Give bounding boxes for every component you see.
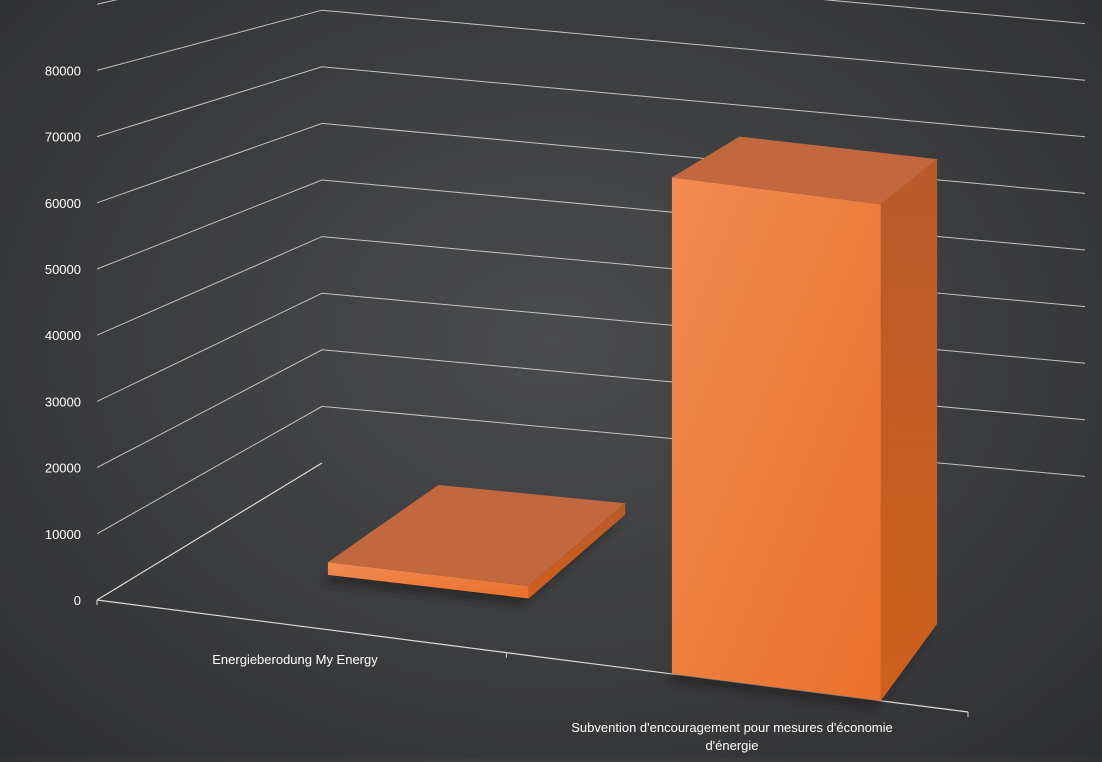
y-tick-label: 10000	[45, 527, 81, 542]
bar-front-face	[327, 562, 529, 599]
y-tick-label: 60000	[45, 196, 81, 211]
gridline	[96, 66, 1086, 138]
bar	[665, 136, 938, 709]
bar	[321, 485, 626, 607]
y-tick-label: 50000	[45, 262, 81, 277]
bar-side-face	[880, 159, 938, 701]
y-tick-label: 80000	[45, 63, 81, 78]
gridline	[96, 9, 1086, 81]
x-category-label: Subvention d'encouragement pour mesures …	[571, 720, 893, 753]
bar-front-face	[671, 177, 881, 701]
y-tick-label: 70000	[45, 130, 81, 145]
y-tick-label: 40000	[45, 328, 81, 343]
gridline	[96, 0, 1086, 25]
x-category-label: Energieberodung My Energy	[212, 652, 378, 667]
y-tick-label: 20000	[45, 461, 81, 476]
bar-top-face	[671, 136, 938, 205]
y-tick-label: 30000	[45, 394, 81, 409]
floor-left-edge	[96, 462, 323, 601]
bar-top-face	[327, 485, 626, 586]
bar-side-face	[528, 503, 626, 599]
y-tick-label: 0	[74, 593, 81, 608]
